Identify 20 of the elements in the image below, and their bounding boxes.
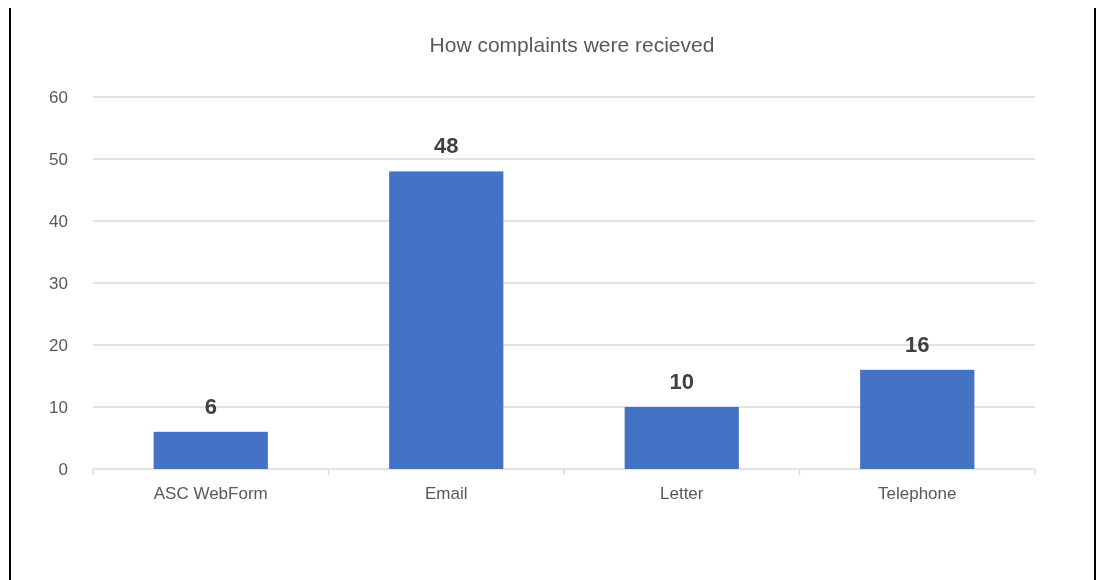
bar xyxy=(624,407,739,469)
x-tick-label: Telephone xyxy=(878,484,957,503)
y-tick-label: 40 xyxy=(49,212,68,231)
y-tick-label: 30 xyxy=(49,274,68,293)
x-tick-label: ASC WebForm xyxy=(153,484,268,503)
data-label: 6 xyxy=(204,393,217,419)
y-tick-label: 60 xyxy=(49,88,68,107)
bar xyxy=(860,369,975,469)
x-tick-label: Letter xyxy=(660,484,704,503)
data-label: 10 xyxy=(669,369,694,394)
bar xyxy=(389,171,504,469)
chart-title: How complaints were recieved xyxy=(429,33,715,56)
bar xyxy=(153,431,268,469)
data-label: 16 xyxy=(905,331,930,357)
y-tick-label: 20 xyxy=(49,336,68,355)
y-tick-label: 0 xyxy=(58,460,68,479)
y-tick-label: 50 xyxy=(49,150,68,169)
data-label: 48 xyxy=(434,133,459,159)
y-tick-label: 10 xyxy=(49,398,68,417)
x-tick-label: Email xyxy=(424,484,468,503)
